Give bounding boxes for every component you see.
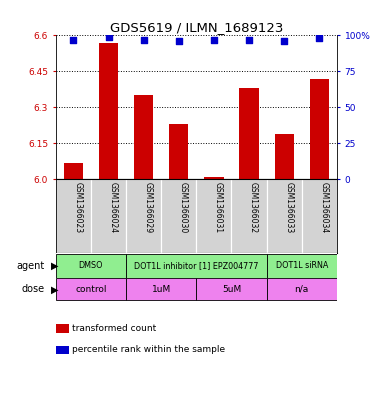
Text: n/a: n/a xyxy=(295,285,309,294)
Bar xyxy=(310,79,329,179)
Bar xyxy=(275,134,294,179)
Point xyxy=(141,37,147,43)
Bar xyxy=(169,124,188,179)
Text: GSM1366033: GSM1366033 xyxy=(284,182,293,233)
Point xyxy=(316,35,322,41)
Text: GSM1366034: GSM1366034 xyxy=(319,182,328,233)
Bar xyxy=(239,88,259,179)
Text: percentile rank within the sample: percentile rank within the sample xyxy=(72,345,225,354)
Bar xyxy=(126,179,161,253)
Text: 1uM: 1uM xyxy=(152,285,171,294)
Text: control: control xyxy=(75,285,107,294)
Text: GSM1366031: GSM1366031 xyxy=(214,182,223,233)
Bar xyxy=(302,179,337,253)
Text: GSM1366029: GSM1366029 xyxy=(144,182,153,233)
Text: ▶: ▶ xyxy=(51,261,59,271)
Bar xyxy=(56,279,126,300)
Point xyxy=(70,37,77,43)
Text: DOT1L siRNA: DOT1L siRNA xyxy=(276,261,328,270)
Text: DOT1L inhibitor [1] EPZ004777: DOT1L inhibitor [1] EPZ004777 xyxy=(134,261,259,270)
Bar xyxy=(161,179,196,253)
Point xyxy=(176,38,182,44)
Bar xyxy=(56,254,126,277)
Bar xyxy=(126,254,266,277)
Point xyxy=(211,37,217,43)
Bar xyxy=(196,279,266,300)
Text: agent: agent xyxy=(16,261,44,271)
Text: ▶: ▶ xyxy=(51,284,59,294)
Text: GSM1366023: GSM1366023 xyxy=(74,182,82,233)
Point xyxy=(246,37,252,43)
Bar xyxy=(266,179,302,253)
Point xyxy=(281,38,287,44)
Bar xyxy=(266,279,337,300)
Text: DMSO: DMSO xyxy=(79,261,103,270)
Text: GSM1366032: GSM1366032 xyxy=(249,182,258,233)
Bar xyxy=(56,179,91,253)
Bar xyxy=(99,42,118,179)
Text: transformed count: transformed count xyxy=(72,324,156,332)
Bar xyxy=(126,279,196,300)
Text: GSM1366024: GSM1366024 xyxy=(109,182,117,233)
Title: GDS5619 / ILMN_1689123: GDS5619 / ILMN_1689123 xyxy=(110,21,283,34)
Text: GSM1366030: GSM1366030 xyxy=(179,182,188,233)
Text: 5uM: 5uM xyxy=(222,285,241,294)
Bar xyxy=(266,254,337,277)
Point xyxy=(105,34,112,40)
Text: dose: dose xyxy=(21,284,44,294)
Bar xyxy=(91,179,126,253)
Bar xyxy=(134,95,153,179)
Bar xyxy=(231,179,266,253)
Bar xyxy=(196,179,231,253)
Bar xyxy=(204,177,224,179)
Bar xyxy=(64,163,83,179)
